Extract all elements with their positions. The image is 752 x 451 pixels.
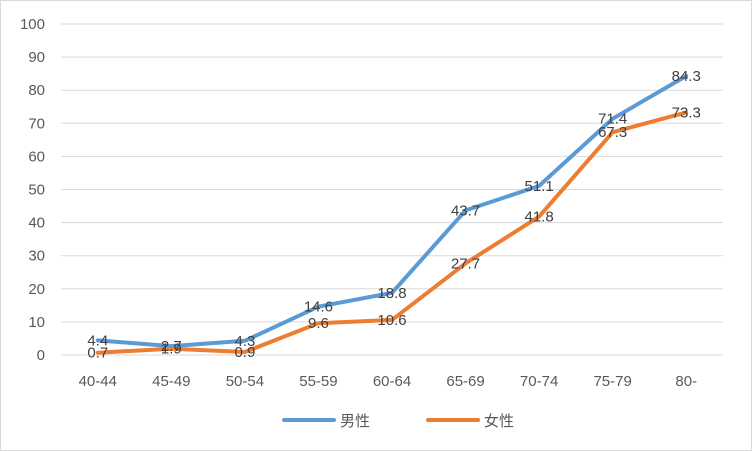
y-tick-label: 30: [28, 248, 45, 265]
x-tick-label: 80-: [675, 373, 697, 390]
y-tick-label: 70: [28, 115, 45, 132]
y-tick-label: 50: [28, 182, 45, 199]
data-label: 84.3: [672, 68, 701, 85]
x-axis-ticks: 40-44 45-49 50-54 55-59 60-64 65-69 70-74 75-79…: [79, 373, 697, 390]
y-tick-label: 10: [28, 314, 45, 331]
x-tick-label: 50-54: [226, 373, 264, 390]
y-axis-ticks: 0 10 20 30 40 50 60 70 80 90 100: [20, 16, 45, 364]
series-lines: [95, 74, 689, 355]
y-tick-label: 100: [20, 16, 45, 33]
x-tick-label: 65-69: [446, 373, 484, 390]
data-labels: 4.4 2.7 4.3 14.6 18.8 43.7 51.1 71.4 84.3 0.7 1.9 0…: [87, 68, 700, 362]
x-tick-label: 40-44: [79, 373, 117, 390]
gridlines: [61, 23, 723, 356]
y-tick-label: 90: [28, 49, 45, 66]
x-tick-label: 45-49: [152, 373, 190, 390]
data-label: 4.4: [87, 332, 108, 349]
data-label: 2.7: [161, 338, 182, 355]
data-label: 41.8: [525, 209, 554, 226]
data-label: 10.6: [377, 312, 406, 329]
data-label: 0.7: [87, 345, 108, 362]
x-tick-label: 55-59: [299, 373, 337, 390]
data-label: 67.3: [598, 124, 627, 141]
legend-label: 女性: [484, 412, 514, 430]
data-label: 9.6: [308, 315, 329, 332]
data-label: 0.9: [234, 344, 255, 361]
y-tick-label: 60: [28, 148, 45, 165]
data-label: 14.6: [304, 299, 333, 316]
data-label: 73.3: [672, 104, 701, 121]
x-tick-label: 75-79: [593, 373, 631, 390]
data-label: 4.3: [234, 333, 255, 350]
legend-label: 男性: [340, 412, 370, 430]
y-tick-label: 20: [28, 281, 45, 298]
y-tick-label: 40: [28, 215, 45, 232]
y-tick-label: 0: [37, 347, 45, 364]
series-line-2: [95, 110, 689, 355]
data-label: 27.7: [451, 255, 480, 272]
series-line-1: [95, 74, 689, 349]
x-tick-label: 60-64: [373, 373, 411, 390]
data-label: 1.9: [161, 341, 182, 358]
legend: 男性 女性: [282, 412, 514, 430]
data-label: 51.1: [525, 178, 554, 195]
data-label: 18.8: [377, 285, 406, 302]
y-tick-label: 80: [28, 82, 45, 99]
x-tick-label: 70-74: [520, 373, 558, 390]
data-label: 43.7: [451, 202, 480, 219]
data-label: 71.4: [598, 111, 627, 128]
